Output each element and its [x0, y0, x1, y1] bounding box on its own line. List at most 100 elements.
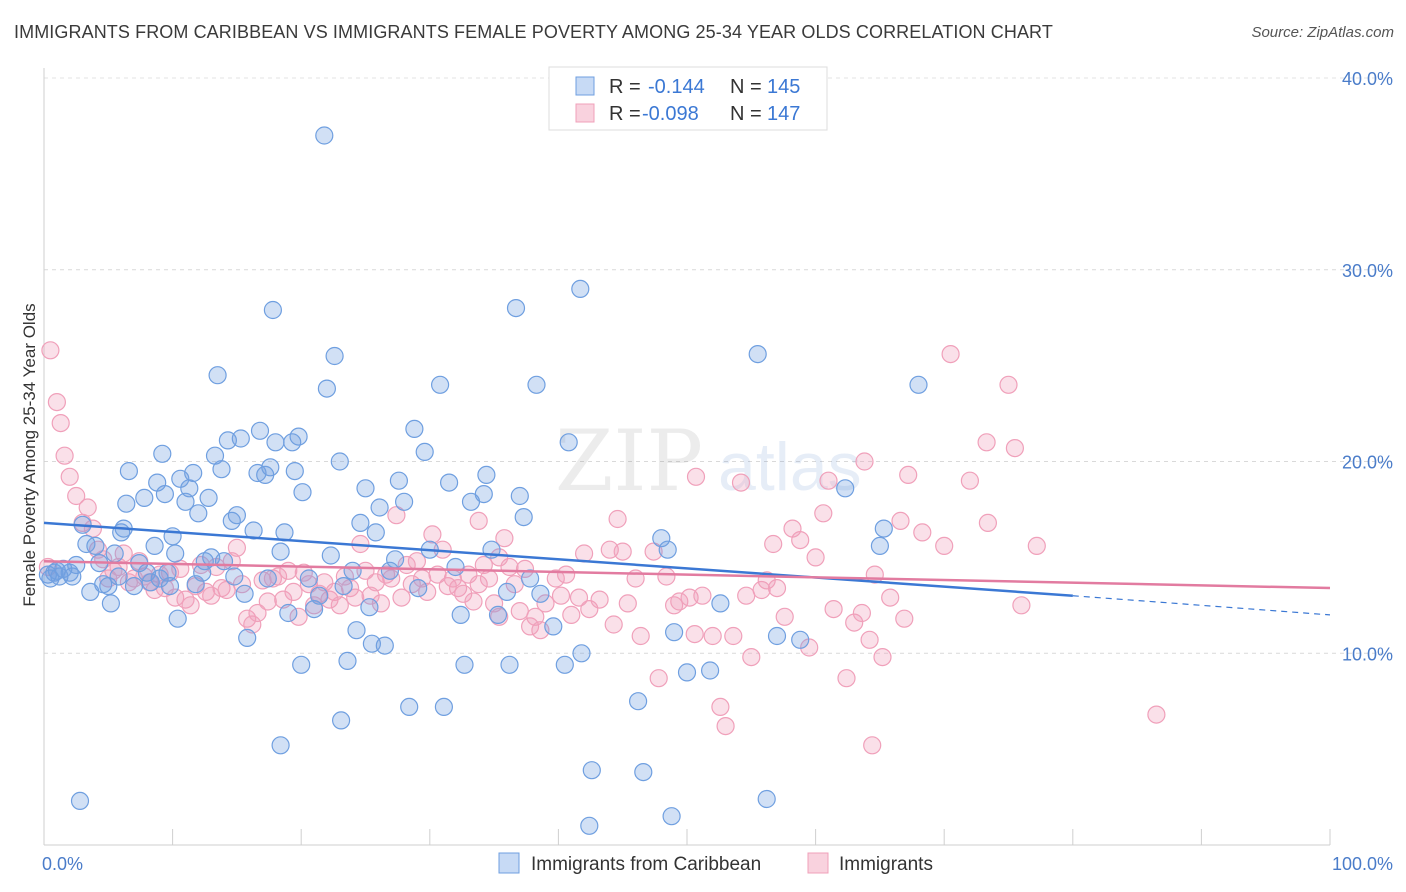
caribbean-point-94	[386, 550, 405, 569]
immigrants-point-47	[279, 561, 298, 580]
axes	[43, 68, 1331, 846]
caribbean-point-37	[168, 609, 187, 628]
caribbean-point-119	[527, 375, 546, 394]
immigrants-point-160	[764, 534, 783, 554]
caribbean-point-61	[250, 421, 270, 440]
y-axis-label: Female Poverty Among 25-34 Year Olds	[20, 303, 39, 606]
caribbean-point-125	[572, 644, 591, 663]
caribbean-point-55	[227, 506, 246, 525]
caribbean-point-144	[909, 375, 928, 394]
caribbean-point-8	[67, 555, 86, 575]
immigrants-point-43	[258, 592, 277, 611]
legend-n-value-1: 145	[767, 76, 800, 98]
caribbean-point-112	[488, 605, 508, 625]
caribbean-point-54	[225, 567, 244, 586]
caribbean-point-118	[520, 569, 540, 588]
immigrants-point-6	[67, 486, 86, 506]
immigrants-point-65	[371, 594, 390, 613]
immigrants-point-48	[284, 582, 303, 602]
caribbean-point-50	[212, 460, 231, 479]
caribbean-point-95	[389, 471, 408, 490]
caribbean-point-75	[305, 599, 324, 619]
immigrants-point-131	[791, 530, 810, 550]
caribbean-point-81	[330, 452, 349, 471]
caribbean-point-28	[145, 536, 164, 556]
caribbean-point-32	[155, 485, 174, 504]
legend-r-label-1: R =	[609, 76, 641, 98]
caribbean-point-147	[292, 655, 311, 674]
caribbean-point-56	[231, 429, 250, 448]
immigrants-point-8	[78, 498, 97, 517]
immigrants-point-120	[703, 626, 722, 646]
immigrants-point-3	[51, 414, 70, 433]
caribbean-point-148	[332, 711, 351, 730]
series-caribbean-points	[38, 126, 928, 835]
caribbean-point-86	[351, 513, 370, 533]
immigrants-point-1	[41, 341, 60, 360]
caribbean-point-121	[544, 617, 563, 636]
immigrants-point-142	[873, 647, 892, 667]
series-legend-immigrants: Immigrants	[839, 854, 933, 875]
x-tick-labels: 0.0% 100.0%	[42, 854, 1393, 874]
immigrants-point-164	[977, 433, 996, 452]
series-legend-swatch-caribbean	[498, 852, 520, 874]
immigrants-point-129	[775, 607, 794, 626]
caribbean-point-23	[124, 576, 144, 596]
caribbean-point-100	[415, 442, 434, 461]
caribbean-point-73	[293, 483, 312, 502]
immigrants-point-92	[510, 601, 529, 621]
caribbean-point-85	[347, 621, 366, 640]
caribbean-point-22	[119, 462, 138, 481]
immigrants-point-75	[423, 525, 442, 544]
gridlines	[44, 77, 1392, 654]
immigrants-point-74	[418, 582, 437, 602]
immigrants-point-81	[454, 584, 473, 603]
immigrants-point-161	[855, 452, 874, 471]
caribbean-point-97	[400, 697, 419, 717]
immigrants-point-140	[860, 630, 879, 649]
immigrants-point-68	[387, 506, 406, 525]
source-label: Source: ZipAtlas.com	[1251, 24, 1394, 41]
watermark-zip: ZIP	[555, 412, 703, 510]
caribbean-point-88	[360, 598, 379, 617]
immigrants-point-137	[837, 669, 856, 688]
immigrants-point-119	[693, 586, 712, 605]
immigrants-point-2	[47, 393, 67, 412]
immigrants-point-149	[960, 471, 980, 490]
caribbean-point-127	[582, 761, 601, 780]
watermark: ZIP atlas	[555, 412, 862, 510]
caribbean-point-74	[299, 569, 318, 588]
caribbean-point-76	[310, 586, 329, 605]
immigrants-point-111	[631, 626, 650, 646]
caribbean-point-53	[222, 511, 241, 531]
caribbean-point-96	[395, 492, 414, 511]
y-tick-label-3: 40.0%	[1342, 69, 1393, 89]
caribbean-point-59	[244, 521, 263, 540]
immigrants-point-123	[724, 626, 743, 646]
caribbean-point-134	[677, 663, 697, 682]
legend-n-value-2: 147	[767, 103, 800, 125]
caribbean-point-66	[266, 433, 285, 452]
caribbean-point-16	[101, 594, 121, 613]
immigrants-point-93	[515, 559, 535, 579]
caribbean-point-40	[180, 479, 199, 498]
caribbean-point-87	[356, 479, 375, 498]
immigrants-point-154	[1147, 705, 1166, 724]
immigrants-point-121	[711, 697, 730, 717]
caribbean-point-98	[405, 419, 424, 438]
immigrants-point-128	[767, 578, 787, 598]
caribbean-point-49	[208, 366, 227, 385]
caribbean-point-135	[700, 661, 720, 680]
legend-n-label-1: N =	[730, 76, 762, 98]
caribbean-point-92	[375, 636, 394, 655]
caribbean-point-117	[514, 507, 533, 527]
caribbean-point-64	[261, 458, 280, 477]
caribbean-point-143	[874, 519, 893, 538]
immigrants-point-98	[546, 569, 565, 588]
caribbean-point-25	[135, 488, 154, 507]
immigrants-point-144	[891, 511, 910, 531]
caribbean-point-104	[440, 473, 459, 492]
immigrants-point-162	[863, 736, 882, 755]
caribbean-point-72	[289, 427, 308, 446]
immigrants-point-84	[469, 575, 488, 594]
